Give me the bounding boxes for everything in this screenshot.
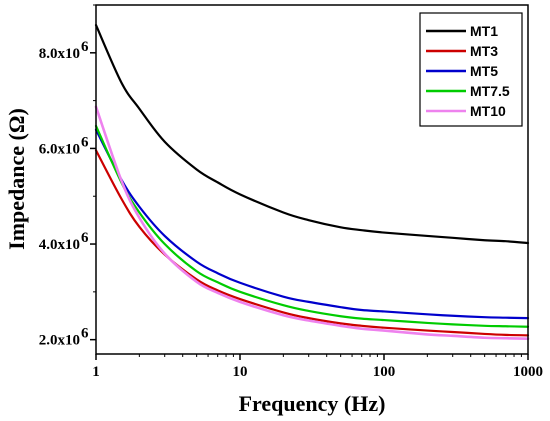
series-line-mt5	[94, 128, 530, 320]
y-tick-exponent: 6	[81, 134, 89, 150]
series-line-mt7-5	[94, 124, 530, 328]
y-tick-exponent: 6	[81, 39, 89, 55]
y-tick-label: 8.0x10	[39, 46, 80, 62]
x-axis-title: Frequency (Hz)	[239, 391, 386, 416]
y-tick-label: 6.0x10	[39, 141, 80, 157]
legend-label-mt10: MT10	[470, 103, 506, 119]
legend-label-mt5: MT5	[470, 63, 498, 79]
x-tick-label: 10	[233, 364, 248, 380]
y-tick-label: 4.0x10	[39, 237, 80, 253]
x-axis: 1 10 100 1000	[92, 354, 543, 380]
x-tick-label: 100	[373, 364, 396, 380]
legend: MT1 MT3 MT5 MT7.5 MT10	[419, 12, 523, 127]
plot-series	[94, 23, 530, 340]
y-axis: 2.0x10 64.0x10 66.0x10 68.0x10 6	[39, 4, 96, 349]
legend-label-mt3: MT3	[470, 43, 498, 59]
x-tick-label: 1000	[513, 364, 543, 380]
series-line-mt3	[94, 149, 530, 337]
y-tick-exponent: 6	[81, 230, 89, 246]
legend-label-mt1: MT1	[470, 23, 498, 39]
y-tick-label: 2.0x10	[39, 333, 80, 349]
legend-label-mt7-5: MT7.5	[470, 83, 510, 99]
y-axis-title: Impedance (Ω)	[4, 108, 29, 250]
series-line-mt10	[94, 105, 530, 340]
x-tick-label: 1	[92, 364, 100, 380]
plot-frame	[95, 4, 529, 355]
series-line-mt1	[94, 23, 530, 245]
y-tick-exponent: 6	[81, 326, 89, 342]
